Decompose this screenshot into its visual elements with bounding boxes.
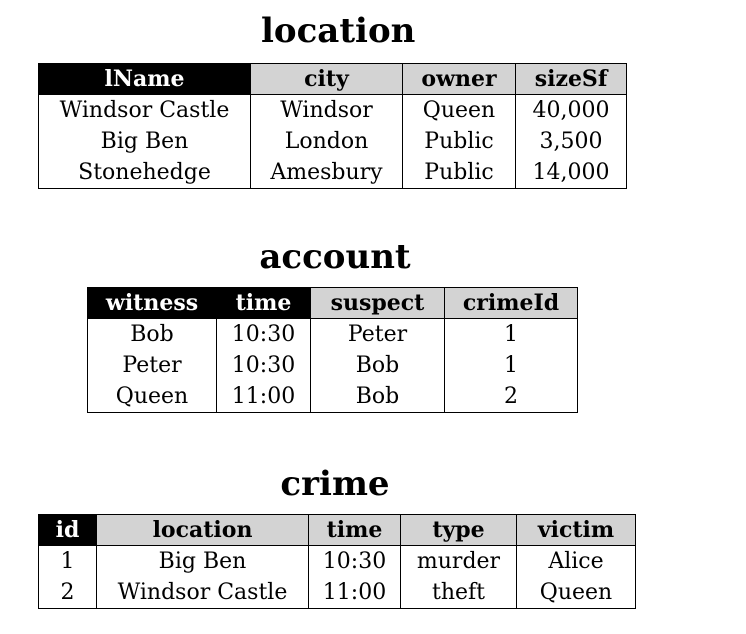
table-row: Stonehedge Amesbury Public 14,000 [39,157,627,189]
table-cell: murder [400,545,517,577]
table-cell: 2 [444,381,578,413]
table-cell: Bob [310,350,445,381]
column-header-sizesf: sizeSf [515,63,627,95]
column-header-id: id [38,514,97,546]
table-cell: Bob [130,321,174,347]
crime-table: id location time type victim 1 Big Ben 1… [38,514,636,609]
table-cell: 2 [60,579,75,605]
table-cell: 3,500 [515,126,627,157]
table-cell: Public [402,157,516,189]
column-header-location: location [96,514,309,546]
table-cell: Public [402,126,516,157]
table-cell: Windsor [250,94,403,126]
table-row: Big Ben London Public 3,500 [39,126,627,157]
table-cell: Queen [402,94,516,126]
table-cell: Queen [115,383,189,409]
column-header-crimeid: crimeId [444,287,578,319]
table-row: Bob 10:30 Peter 1 [88,318,578,350]
table-cell: Bob [310,381,445,413]
table-cell: Windsor Castle [96,577,309,609]
account-table: witness time suspect crimeId Bob 10:30 P… [87,287,578,413]
table-cell: 10:30 [308,545,401,577]
table-header-row: witness time suspect crimeId [87,287,578,319]
column-header-time: time [308,514,401,546]
table-cell: Alice [516,545,636,577]
table-cell: Queen [516,577,636,609]
column-header-owner: owner [402,63,516,95]
table-cell: 11:00 [308,577,401,609]
table-cell: 14,000 [515,157,627,189]
table-row: 2 Windsor Castle 11:00 theft Queen [39,577,636,609]
table-cell: London [250,126,403,157]
table-cell: Big Ben [100,128,189,154]
account-table-title: account [259,237,411,277]
table-cell: 1 [444,350,578,381]
table-cell: Windsor Castle [59,97,230,123]
table-cell: 11:00 [216,381,311,413]
table-cell: 10:30 [216,318,311,350]
column-header-time: time [216,287,311,319]
table-row: Windsor Castle Windsor Queen 40,000 [39,94,627,126]
column-header-city: city [250,63,403,95]
column-header-suspect: suspect [310,287,445,319]
table-cell: Peter [310,318,445,350]
table-cell: 1 [444,318,578,350]
table-cell: 10:30 [216,350,311,381]
crime-table-title: crime [280,464,390,504]
table-cell: Stonehedge [78,159,211,185]
table-header-row: id location time type victim [38,514,636,546]
table-row: Peter 10:30 Bob 1 [88,350,578,381]
table-cell: 1 [60,548,75,574]
column-header-victim: victim [516,514,636,546]
column-header-type: type [400,514,517,546]
table-header-row: lName city owner sizeSf [38,63,627,95]
column-header-lname: lName [38,63,251,95]
table-cell: Big Ben [96,545,309,577]
table-cell: Amesbury [250,157,403,189]
table-row: Queen 11:00 Bob 2 [88,381,578,413]
column-header-witness: witness [87,287,217,319]
table-cell: 40,000 [515,94,627,126]
table-row: 1 Big Ben 10:30 murder Alice [39,545,636,577]
location-table-title: location [261,11,416,51]
table-cell: Peter [122,352,182,378]
location-table: lName city owner sizeSf Windsor Castle W… [38,63,627,189]
table-cell: theft [400,577,517,609]
